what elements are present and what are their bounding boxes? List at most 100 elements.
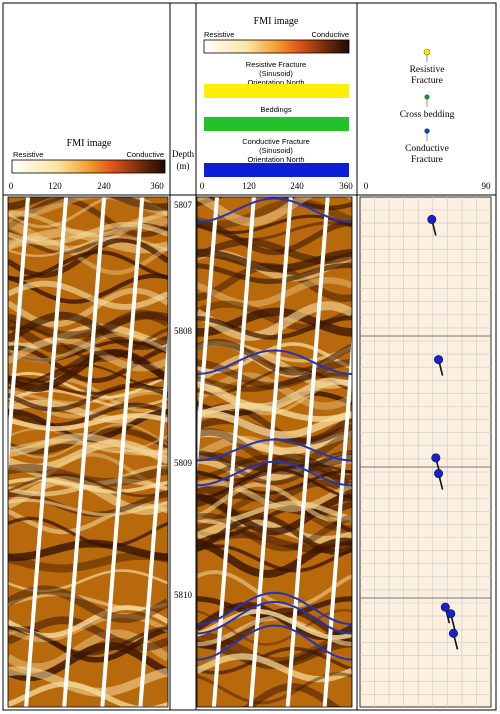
- legend-conductive-fracture-line3: Orientation North: [247, 155, 304, 164]
- dark-band: [197, 493, 352, 536]
- track1-tick-360: 360: [150, 181, 164, 191]
- dark-band: [197, 646, 352, 675]
- depth-labels: 5807 5808 5809 5810: [174, 200, 193, 600]
- fmi-image-static-frame: [7, 196, 169, 708]
- track2-resistive-label: Resistive: [204, 30, 234, 39]
- pad-gap-stripe: [62, 197, 107, 707]
- pad-gap-stripe: [285, 197, 330, 707]
- light-band: [197, 479, 352, 512]
- track2-tick-360: 360: [339, 181, 353, 191]
- track1-tick-120: 120: [48, 181, 62, 191]
- tadpole-head: [427, 214, 437, 224]
- dark-band: [197, 238, 352, 265]
- light-band: [197, 482, 352, 523]
- light-band: [8, 498, 168, 517]
- dark-band: [8, 473, 168, 498]
- fracture-sinusoid: [197, 197, 352, 223]
- depth-header-line2: (m): [177, 161, 190, 171]
- dark-band: [8, 250, 168, 281]
- track2-tick-120: 120: [242, 181, 256, 191]
- track1-resistive-label: Resistive: [13, 150, 43, 159]
- light-band: [8, 335, 168, 372]
- dark-band: [8, 641, 168, 682]
- light-band: [197, 197, 352, 227]
- tadpole-head: [434, 355, 444, 365]
- light-band: [8, 228, 168, 254]
- track2-tick-240: 240: [290, 181, 304, 191]
- legend-conductive-fracture-line1: Conductive Fracture: [242, 137, 310, 146]
- track2-conductive-label: Conductive: [311, 30, 349, 39]
- pad-gap-stripe: [100, 197, 145, 707]
- dark-band: [8, 349, 168, 385]
- light-band: [8, 478, 168, 497]
- legend-resistive-fracture-swatch: [204, 84, 349, 98]
- pad-gap-stripe: [24, 197, 69, 707]
- dark-band: [8, 311, 168, 340]
- light-band: [197, 342, 352, 374]
- fracture-sinusoid: [197, 624, 352, 661]
- track2-tick-0: 0: [200, 181, 205, 191]
- dip-track-grid: [360, 197, 491, 707]
- track1-conductive-label: Conductive: [126, 150, 164, 159]
- light-band: [197, 518, 352, 544]
- legend-resistive-fracture-line2: (Sinusoid): [259, 69, 293, 78]
- track3-tick-0: 0: [364, 181, 369, 191]
- depth-label-5807: 5807: [174, 200, 193, 210]
- dark-band: [197, 338, 352, 376]
- legend-conductive-fracture-line2: (Sinusoid): [259, 146, 293, 155]
- dark-band: [197, 315, 352, 340]
- fmi-image-interpreted: [197, 197, 352, 707]
- pad-gap-stripe: [248, 197, 293, 707]
- legend-beddings-swatch: [204, 117, 349, 131]
- pad-gap-stripe: [8, 197, 30, 478]
- dark-band: [197, 492, 352, 533]
- dark-band: [197, 262, 352, 284]
- dark-band: [197, 427, 352, 470]
- depth-header-line1: Depth: [172, 149, 194, 159]
- track1-tick-0: 0: [9, 181, 14, 191]
- track3-header: Resistive Fracture Cross bedding Conduct…: [364, 48, 492, 191]
- fracture-sinusoid: [197, 349, 352, 375]
- light-band: [197, 609, 352, 640]
- light-band: [8, 439, 168, 472]
- track2-title: FMI image: [254, 16, 299, 27]
- legend-conductive-label-line1: Conductive: [405, 144, 449, 154]
- light-band: [8, 332, 168, 363]
- track2-header: FMI image Resistive Conductive Resistive…: [200, 16, 354, 191]
- pad-gap-stripe: [322, 332, 352, 707]
- light-band: [8, 438, 168, 456]
- depth-label-5808: 5808: [174, 326, 193, 336]
- fmi-image-static: [8, 197, 168, 707]
- fracture-sinusoid: [197, 438, 352, 462]
- fmi-image-interpreted-frame: [196, 196, 353, 708]
- tadpole-head: [431, 453, 441, 463]
- dark-band: [8, 539, 168, 562]
- legend-resistive-label-line1: Resistive: [410, 65, 445, 75]
- track1-tick-240: 240: [97, 181, 111, 191]
- legend-cross-bedding-tadpole-icon: [424, 94, 430, 100]
- light-band: [197, 277, 352, 308]
- tadpole-head: [448, 628, 458, 638]
- tadpole-head: [440, 602, 450, 612]
- fracture-sinusoid: [197, 600, 352, 635]
- track1-color-scale: [11, 159, 166, 174]
- light-band: [8, 503, 168, 535]
- pad-gap-stripe: [138, 329, 168, 707]
- legend-beddings-label: Beddings: [260, 105, 292, 114]
- dark-band: [197, 537, 352, 578]
- legend-resistive-fracture-line3: Orientation North: [247, 78, 304, 87]
- legend-conductive-tadpole-icon: [424, 128, 430, 134]
- sinusoid-overlay: [197, 197, 352, 661]
- fracture-sinusoid: [197, 460, 352, 487]
- light-band: [8, 612, 168, 643]
- track3-tick-90: 90: [482, 181, 492, 191]
- pad-gap-stripe: [197, 197, 219, 478]
- legend-conductive-label-line2: Fracture: [411, 155, 443, 165]
- dark-band: [8, 516, 168, 548]
- dark-band: [197, 531, 352, 554]
- tadpole-markers: [427, 214, 459, 650]
- tadpole-head: [434, 469, 444, 479]
- legend-conductive-fracture-swatch: [204, 163, 349, 177]
- track2-color-scale: [203, 39, 350, 54]
- fracture-sinusoid: [197, 591, 352, 626]
